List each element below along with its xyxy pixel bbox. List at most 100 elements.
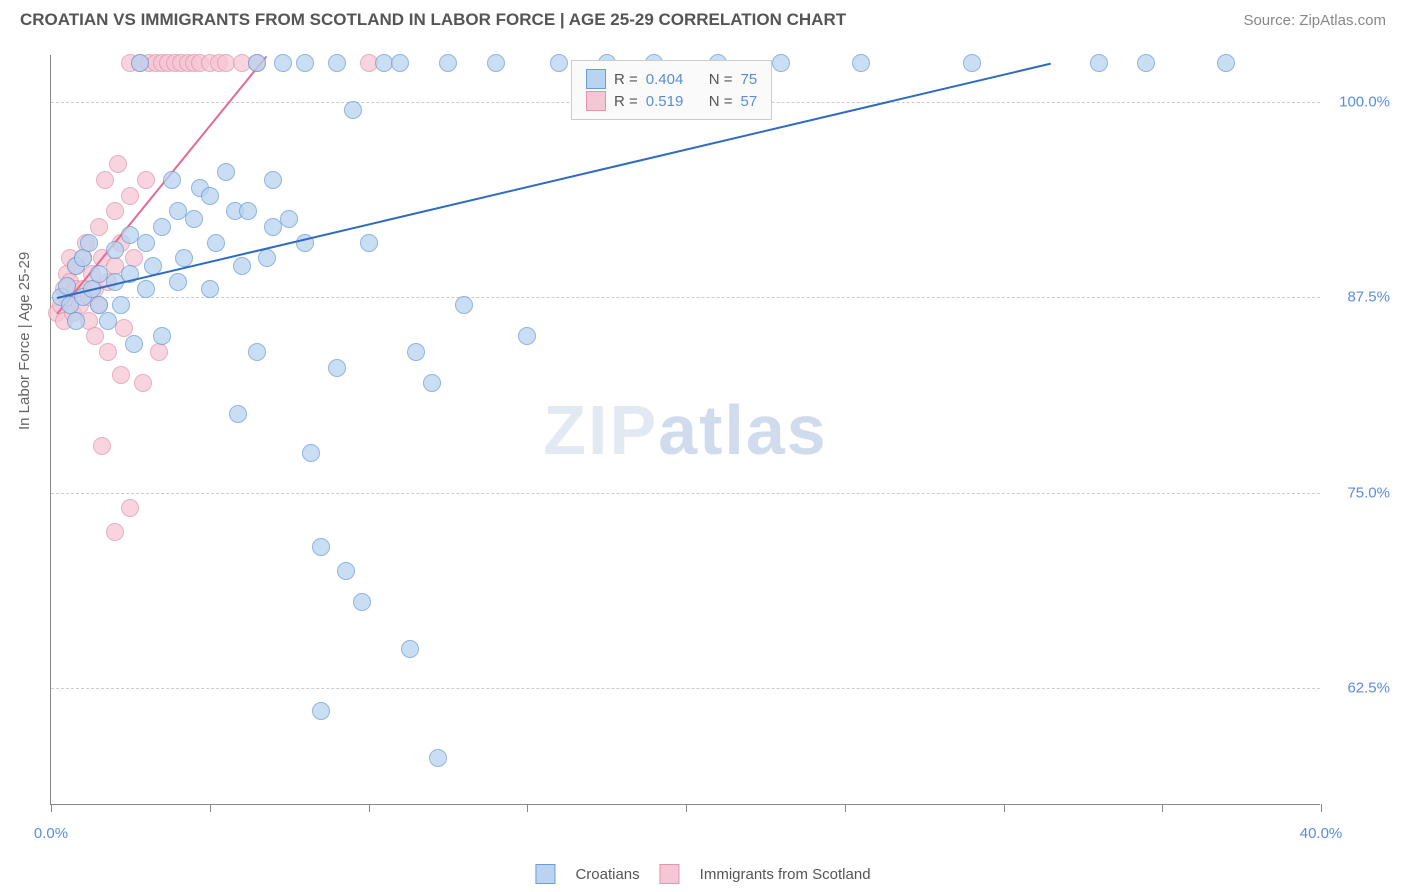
gridline (51, 297, 1320, 298)
point-croatians (137, 280, 155, 298)
watermark: ZIPatlas (543, 390, 827, 470)
point-scotland (137, 171, 155, 189)
point-scotland (112, 366, 130, 384)
point-croatians (280, 210, 298, 228)
point-croatians (1137, 54, 1155, 72)
r-value: 0.519 (646, 93, 701, 110)
point-croatians (106, 241, 124, 259)
point-croatians (772, 54, 790, 72)
r-label: R = (614, 93, 638, 110)
n-label: N = (709, 71, 733, 88)
point-croatians (360, 234, 378, 252)
x-tick-label: 40.0% (1300, 825, 1343, 842)
page-title: CROATIAN VS IMMIGRANTS FROM SCOTLAND IN … (20, 10, 846, 30)
point-croatians (131, 54, 149, 72)
gridline (51, 493, 1320, 494)
x-tick (845, 804, 846, 812)
x-tick (1321, 804, 1322, 812)
point-croatians (248, 343, 266, 361)
point-croatians (233, 257, 251, 275)
point-croatians (312, 702, 330, 720)
point-croatians (337, 562, 355, 580)
point-croatians (429, 749, 447, 767)
legend-swatch-scotland (660, 864, 680, 884)
point-croatians (391, 54, 409, 72)
point-croatians (163, 171, 181, 189)
point-scotland (86, 327, 104, 345)
stats-swatch (586, 91, 606, 111)
x-tick (1004, 804, 1005, 812)
legend-swatch-croatians (535, 864, 555, 884)
point-croatians (125, 335, 143, 353)
watermark-part1: ZIP (543, 391, 658, 469)
point-scotland (93, 437, 111, 455)
y-tick-label: 75.0% (1330, 484, 1390, 501)
n-label: N = (709, 93, 733, 110)
n-value: 75 (741, 71, 758, 88)
point-croatians (963, 54, 981, 72)
point-scotland (150, 343, 168, 361)
point-croatians (229, 405, 247, 423)
point-croatians (518, 327, 536, 345)
point-croatians (248, 54, 266, 72)
point-croatians (185, 210, 203, 228)
point-croatians (296, 54, 314, 72)
point-croatians (274, 54, 292, 72)
point-croatians (423, 374, 441, 392)
point-croatians (312, 538, 330, 556)
trend-line-scotland (57, 55, 268, 314)
point-scotland (109, 155, 127, 173)
r-value: 0.404 (646, 71, 701, 88)
point-croatians (201, 280, 219, 298)
point-scotland (106, 202, 124, 220)
x-tick (369, 804, 370, 812)
point-croatians (264, 171, 282, 189)
point-croatians (80, 234, 98, 252)
point-scotland (106, 523, 124, 541)
point-croatians (169, 273, 187, 291)
point-croatians (239, 202, 257, 220)
gridline (51, 688, 1320, 689)
point-croatians (201, 187, 219, 205)
point-croatians (217, 163, 235, 181)
point-croatians (328, 54, 346, 72)
legend-label-scotland: Immigrants from Scotland (700, 866, 871, 883)
chart-area: ZIPatlas 62.5%75.0%87.5%100.0%0.0%40.0%R… (50, 55, 1320, 805)
point-croatians (344, 101, 362, 119)
point-croatians (407, 343, 425, 361)
point-croatians (137, 234, 155, 252)
point-scotland (121, 187, 139, 205)
y-tick-label: 87.5% (1330, 289, 1390, 306)
point-croatians (852, 54, 870, 72)
point-croatians (487, 54, 505, 72)
point-croatians (302, 444, 320, 462)
point-croatians (112, 296, 130, 314)
point-scotland (134, 374, 152, 392)
x-tick (527, 804, 528, 812)
point-croatians (455, 296, 473, 314)
y-tick-label: 100.0% (1330, 93, 1390, 110)
r-label: R = (614, 71, 638, 88)
point-croatians (67, 312, 85, 330)
point-croatians (401, 640, 419, 658)
stats-box: R = 0.404 N = 75 R = 0.519 N = 57 (571, 60, 772, 120)
point-croatians (99, 312, 117, 330)
x-tick (1162, 804, 1163, 812)
point-scotland (121, 499, 139, 517)
n-value: 57 (741, 93, 758, 110)
legend-label-croatians: Croatians (575, 866, 639, 883)
point-croatians (353, 593, 371, 611)
point-croatians (328, 359, 346, 377)
point-croatians (207, 234, 225, 252)
point-croatians (550, 54, 568, 72)
point-croatians (74, 249, 92, 267)
x-tick-label: 0.0% (34, 825, 68, 842)
y-axis-label: In Labor Force | Age 25-29 (16, 252, 33, 430)
point-croatians (153, 327, 171, 345)
point-croatians (1217, 54, 1235, 72)
y-tick-label: 62.5% (1330, 679, 1390, 696)
x-tick (210, 804, 211, 812)
point-scotland (96, 171, 114, 189)
source-label: Source: ZipAtlas.com (1243, 12, 1386, 29)
point-scotland (99, 343, 117, 361)
